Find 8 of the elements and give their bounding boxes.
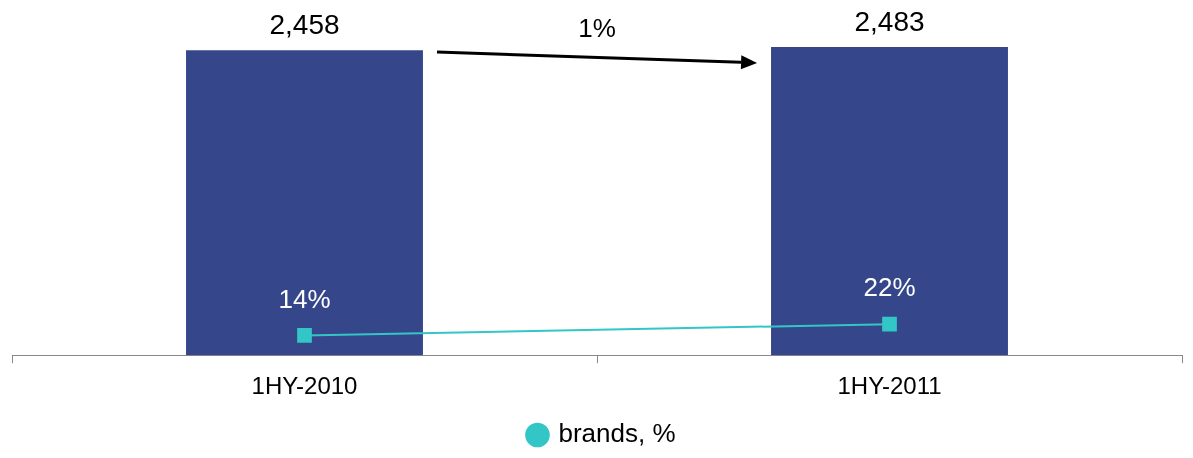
data-label: 2,483	[854, 5, 925, 37]
data-label: 2,458	[269, 8, 340, 40]
x-tick-label: 1HY-2010	[251, 372, 358, 400]
x-tick-label: 1HY-2011	[837, 372, 942, 400]
data-label: 22%	[863, 272, 916, 303]
text: 1%	[578, 13, 616, 45]
data-label: 14%	[278, 283, 331, 314]
legend-label: brands, %	[558, 418, 676, 449]
